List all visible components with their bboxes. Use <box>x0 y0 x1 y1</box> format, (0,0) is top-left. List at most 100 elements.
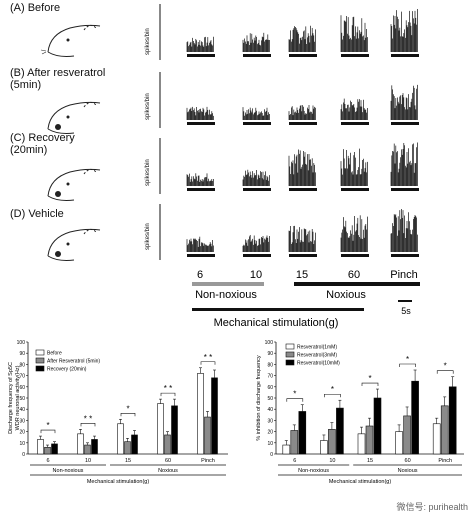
bar <box>365 425 374 455</box>
category-label: 15 <box>125 458 131 464</box>
x-axis-title: Mechanical stimulation(g) <box>87 479 150 485</box>
y-tick-label: 90 <box>267 351 273 357</box>
bar <box>44 446 51 455</box>
bar <box>395 431 403 455</box>
significance-marker: * <box>444 362 447 371</box>
non-noxious-bar <box>192 282 264 286</box>
stimulus-marker <box>289 122 317 125</box>
category-label: Pinch <box>438 458 452 464</box>
significance-bracket <box>324 393 341 398</box>
x-axis-title: Mechanical stimulation(g) <box>329 479 392 485</box>
y-tick-label: 30 <box>267 418 273 424</box>
significance-marker: * <box>293 390 296 399</box>
category-label: Pinch <box>201 458 215 464</box>
stimulus-marker <box>289 54 317 57</box>
stimulus-marker <box>391 54 419 57</box>
group-label: Non-noxious <box>298 468 329 474</box>
y-tick-label: 20 <box>19 430 25 436</box>
group-label: Noxious <box>398 468 418 474</box>
panel-label-b: (B) After resveratrol (5min) <box>10 67 106 91</box>
y-tick-label: 0 <box>270 452 273 458</box>
stimulus-marker <box>391 122 419 125</box>
stimulus-label-60: 60 <box>348 269 360 281</box>
bar <box>320 440 328 455</box>
y-tick-label: 50 <box>19 396 25 402</box>
significance-marker: * <box>126 404 129 413</box>
y-tick-label: 100 <box>17 340 26 346</box>
bar <box>37 439 44 455</box>
significance-bracket <box>80 423 96 427</box>
panel-label-a: (A) Before <box>10 2 61 14</box>
y-axis-label: WDR neuronal activity(Hz) <box>15 365 21 430</box>
bar <box>51 443 58 455</box>
y-tick-label: 100 <box>265 340 274 346</box>
y-tick-label: 0 <box>22 452 25 458</box>
stimulus-marker <box>243 122 271 125</box>
legend-label: Resveratrol(10mM) <box>297 361 340 367</box>
y-tick-label: 80 <box>19 362 25 368</box>
rat-head-icon-d <box>47 228 101 261</box>
y-tick-label: 60 <box>19 385 25 391</box>
stimulus-marker <box>289 254 317 257</box>
bar-chart-percent-inhibition: 0 10 20 30 40 50 60 70 80 90 100 % inhibition of di… <box>256 340 464 485</box>
y-tick-label: 10 <box>19 441 25 447</box>
significance-marker: * * <box>204 353 212 362</box>
bar <box>157 403 164 455</box>
y-tick-label: 80 <box>267 362 273 368</box>
stimulus-marker <box>341 122 369 125</box>
significance-bracket <box>160 392 176 397</box>
category-label: 6 <box>46 458 49 464</box>
y-tick-label: 40 <box>267 407 273 413</box>
legend-label: Resveratrol(3mM) <box>297 353 337 359</box>
category-label: 10 <box>329 458 335 464</box>
noxious-label: Noxious <box>326 289 366 301</box>
stimulus-marker <box>243 254 271 257</box>
bar <box>171 405 178 455</box>
legend-swatch <box>285 343 295 350</box>
noxious-bar <box>294 282 420 286</box>
scale-bar-label: 5s <box>401 306 411 316</box>
bar <box>411 380 419 455</box>
significance-bracket <box>120 412 136 417</box>
significance-bracket <box>200 361 216 365</box>
stimulus-marker <box>341 54 369 57</box>
stimulus-marker <box>243 54 271 57</box>
stimulus-label-pinch: Pinch <box>390 269 418 281</box>
group-label: Non-noxious <box>53 468 84 474</box>
y-tick-label: 10 <box>267 441 273 447</box>
watermark: 微信号: purihealth <box>396 502 468 512</box>
bar <box>197 373 204 455</box>
significance-marker: * * <box>164 384 172 393</box>
y-tick-label: 50 <box>267 396 273 402</box>
legend-swatch <box>35 357 45 364</box>
bar <box>164 434 171 455</box>
scale-bar <box>398 300 412 302</box>
stimulus-marker <box>187 188 215 191</box>
bar <box>77 433 84 455</box>
significance-bracket <box>399 363 416 367</box>
panel-label-d: (D) Vehicle <box>10 208 64 220</box>
legend-label: Recovery (20min) <box>47 367 87 373</box>
stimulus-marker <box>243 188 271 191</box>
stimulus-marker <box>391 254 419 257</box>
bar <box>403 415 411 455</box>
stimulus-label-15: 15 <box>296 269 308 281</box>
y-tick-label: 70 <box>267 374 273 380</box>
stimulus-label-10: 10 <box>250 269 262 281</box>
stimulus-marker <box>289 188 317 191</box>
bar <box>131 434 138 455</box>
bar <box>432 423 441 455</box>
panel-label-c: (C) Recovery (20min) <box>10 132 75 156</box>
bar <box>298 411 307 455</box>
legend-label: Resveratrol(1mM) <box>297 345 337 351</box>
stimulus-marker <box>341 254 369 257</box>
category-label: 6 <box>293 458 296 464</box>
significance-bracket <box>361 382 379 387</box>
bar <box>91 439 98 455</box>
y-axis-label: % inhibition of discharge frequency <box>256 355 262 441</box>
category-label: 10 <box>85 458 91 464</box>
group-label: Noxious <box>158 468 178 474</box>
rat-head-icon-c <box>47 168 101 201</box>
bar <box>440 405 449 455</box>
category-label: 60 <box>165 458 171 464</box>
